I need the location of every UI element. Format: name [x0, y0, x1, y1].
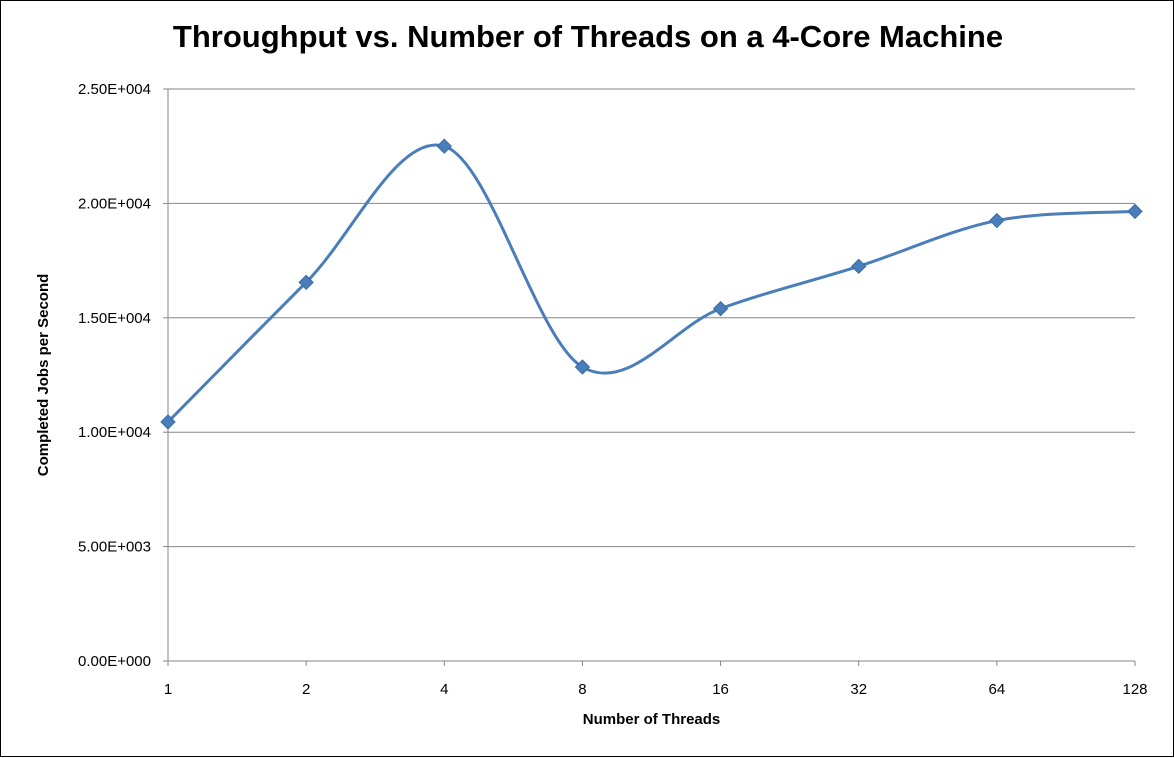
data-point-marker: [298, 274, 314, 291]
data-point-marker: [1127, 203, 1143, 220]
data-point-marker: [160, 414, 176, 430]
x-tick-label: 128: [1122, 681, 1147, 698]
x-axis-ticks: 1 2 4 8 16 32 64 128: [164, 661, 1148, 698]
x-tick-label: 16: [712, 681, 729, 698]
data-point-marker: [436, 138, 452, 154]
gridlines: [168, 88, 1135, 548]
y-tick-label: 5.00E+003: [78, 539, 151, 556]
series-layer: [160, 138, 1143, 430]
y-tick-label: 2.50E+004: [78, 81, 151, 98]
y-tick-label: 0.00E+000: [78, 653, 151, 670]
data-point-marker: [989, 212, 1005, 229]
x-tick-label: 4: [440, 681, 448, 698]
series-line: [166, 143, 1136, 423]
axes: [167, 89, 1135, 662]
x-tick-label: 64: [989, 681, 1006, 698]
x-tick-label: 2: [302, 681, 310, 698]
y-axis-ticks: 0.00E+000 5.00E+003 1.00E+004 1.50E+004 2.00…: [78, 81, 168, 670]
x-tick-label: 1: [164, 681, 172, 698]
data-point-marker: [574, 359, 591, 375]
y-tick-label: 1.50E+004: [78, 310, 151, 327]
x-axis-title: Number of Threads: [583, 711, 721, 728]
y-tick-label: 2.00E+004: [78, 195, 151, 212]
y-tick-label: 1.00E+004: [78, 424, 151, 441]
data-point-marker: [712, 300, 729, 317]
chart-title: Throughput vs. Number of Threads on a 4-…: [172, 19, 1004, 54]
x-tick-label: 32: [850, 681, 867, 698]
y-axis-title: Completed Jobs per Second: [35, 274, 52, 477]
data-point-marker: [851, 258, 867, 275]
x-tick-label: 8: [578, 681, 586, 698]
